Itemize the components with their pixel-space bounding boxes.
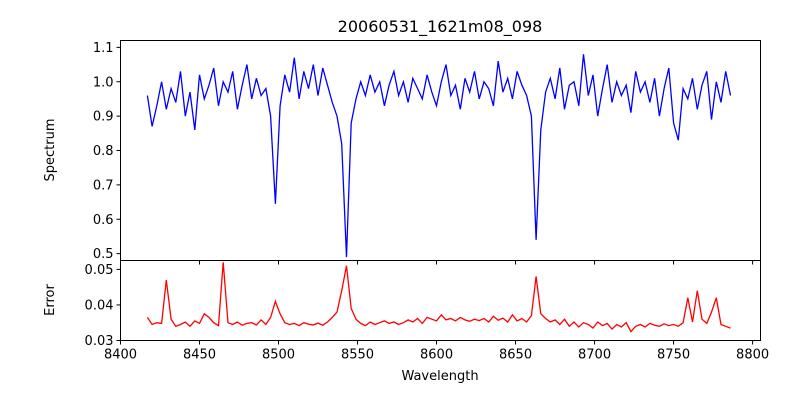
spectrum-ytick-label: 1.0	[93, 75, 114, 90]
spectrum-ytick-label: 0.7	[93, 178, 114, 193]
error-ytick-label: 0.04	[85, 298, 114, 313]
xtick-label: 8550	[341, 348, 374, 363]
spectrum-ytick-label: 0.6	[93, 213, 114, 228]
spectrum-ytick-label: 1.1	[93, 41, 114, 56]
xtick-label: 8450	[183, 348, 216, 363]
spectrum-ylabel: Spectrum	[43, 119, 58, 182]
spectrum-ytick-label: 0.8	[93, 144, 114, 159]
error-axes-frame	[120, 260, 761, 341]
xtick-label: 8750	[657, 348, 690, 363]
xtick-label: 8800	[736, 348, 769, 363]
error-plot: 0.03 0.04 0.05 8400 8450 8500 8550 8600 8650 8700…	[85, 262, 769, 363]
xtick-label: 8700	[578, 348, 611, 363]
spectrum-ytick-label: 0.9	[93, 110, 114, 125]
xtick-label: 8650	[499, 348, 532, 363]
xtick-label: 8500	[262, 348, 295, 363]
chart-title: 20060531_1621m08_098	[338, 17, 543, 37]
xlabel: Wavelength	[401, 369, 478, 384]
xtick-label: 8600	[420, 348, 453, 363]
spectrum-ytick-label: 0.5	[93, 247, 114, 262]
xtick-label: 8400	[104, 348, 137, 363]
error-ytick-label: 0.03	[85, 334, 114, 349]
error-ytick-label: 0.05	[85, 263, 114, 278]
spectrum-line	[146, 54, 732, 258]
error-line	[146, 262, 731, 333]
error-ylabel: Error	[43, 284, 58, 316]
